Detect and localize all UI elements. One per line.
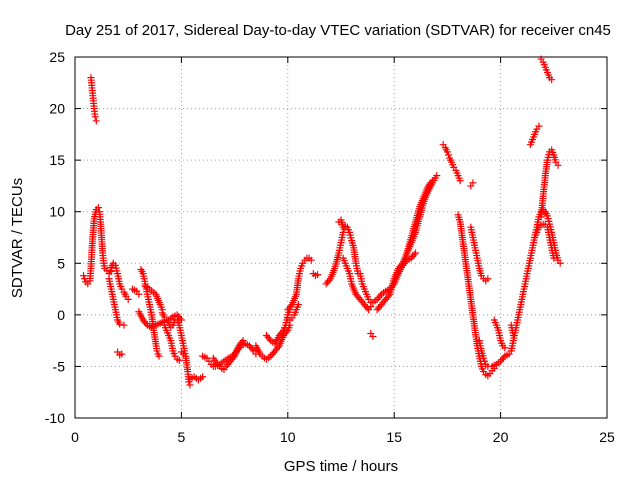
data-points — [80, 55, 564, 389]
data-point — [550, 254, 558, 262]
y-tick-label: 5 — [57, 255, 65, 271]
data-point — [155, 352, 163, 360]
data-point — [185, 378, 193, 386]
data-point — [443, 148, 451, 156]
data-point-fill — [385, 292, 393, 300]
x-tick-label: 25 — [599, 429, 615, 445]
data-point-fill — [444, 151, 452, 159]
data-point-fill — [499, 354, 507, 362]
data-point — [501, 344, 509, 352]
y-tick-label: 25 — [49, 49, 65, 65]
data-point-fill — [106, 267, 114, 275]
y-tick-label: 0 — [57, 307, 65, 323]
x-tick-label: 0 — [71, 429, 79, 445]
y-tick-label: -10 — [45, 410, 65, 426]
data-point — [116, 320, 124, 328]
data-point-fill — [265, 335, 273, 343]
data-point — [480, 354, 488, 362]
data-point — [118, 350, 126, 358]
data-point — [433, 172, 441, 180]
y-tick-labels: -10 -5 0 5 10 15 20 25 — [45, 49, 65, 426]
y-axis-label: SDTVAR / TECUs — [9, 178, 26, 298]
data-point — [239, 337, 247, 345]
data-point-fill — [376, 292, 384, 300]
data-point — [411, 249, 419, 257]
x-tick-labels: 0 5 10 15 20 25 — [71, 429, 615, 445]
data-point — [314, 271, 322, 279]
data-point — [186, 381, 194, 389]
y-tick-label: -5 — [53, 358, 66, 374]
data-point — [556, 259, 564, 267]
data-point — [153, 347, 161, 355]
data-point — [135, 290, 143, 298]
data-point-fill — [325, 276, 333, 284]
data-point-fill — [427, 178, 435, 186]
data-point — [456, 177, 464, 185]
x-axis-label: GPS time / hours — [284, 458, 398, 475]
x-tick-label: 10 — [280, 429, 296, 445]
data-point — [429, 177, 437, 185]
data-point-fill — [248, 345, 256, 353]
data-point — [484, 275, 492, 283]
data-point — [294, 301, 302, 309]
data-point — [554, 161, 562, 169]
data-point — [91, 113, 99, 121]
data-point — [307, 256, 315, 264]
y-tick-label: 15 — [49, 152, 65, 168]
data-point-fill — [229, 354, 237, 362]
data-point — [548, 76, 556, 84]
plot-frame — [74, 56, 608, 419]
data-point-fill — [410, 251, 418, 259]
data-point — [339, 223, 347, 231]
data-point — [80, 272, 88, 280]
data-point — [175, 356, 183, 364]
data-point — [369, 333, 377, 341]
data-point-fill — [142, 319, 150, 327]
data-point — [182, 352, 190, 360]
x-tick-label: 5 — [178, 429, 186, 445]
data-point-fill — [481, 357, 489, 365]
data-point-fill — [278, 328, 286, 336]
data-point — [120, 321, 128, 329]
x-tick-label: 20 — [493, 429, 509, 445]
data-point-fill — [238, 338, 246, 346]
data-point-fill — [287, 302, 295, 310]
data-point — [199, 373, 207, 381]
data-point — [105, 270, 113, 278]
data-point — [469, 179, 477, 187]
data-point — [535, 122, 543, 130]
data-point-fill — [363, 304, 371, 312]
chart-title: Day 251 of 2017, Sidereal Day-to-day VTE… — [65, 22, 611, 39]
data-point — [92, 117, 100, 125]
x-tick-label: 15 — [386, 429, 402, 445]
data-point-fill — [397, 261, 405, 269]
data-point-fill — [274, 344, 282, 352]
y-tick-label: 10 — [49, 204, 65, 220]
data-point — [124, 295, 132, 303]
data-point — [94, 204, 102, 212]
y-tick-label: 20 — [49, 101, 65, 117]
